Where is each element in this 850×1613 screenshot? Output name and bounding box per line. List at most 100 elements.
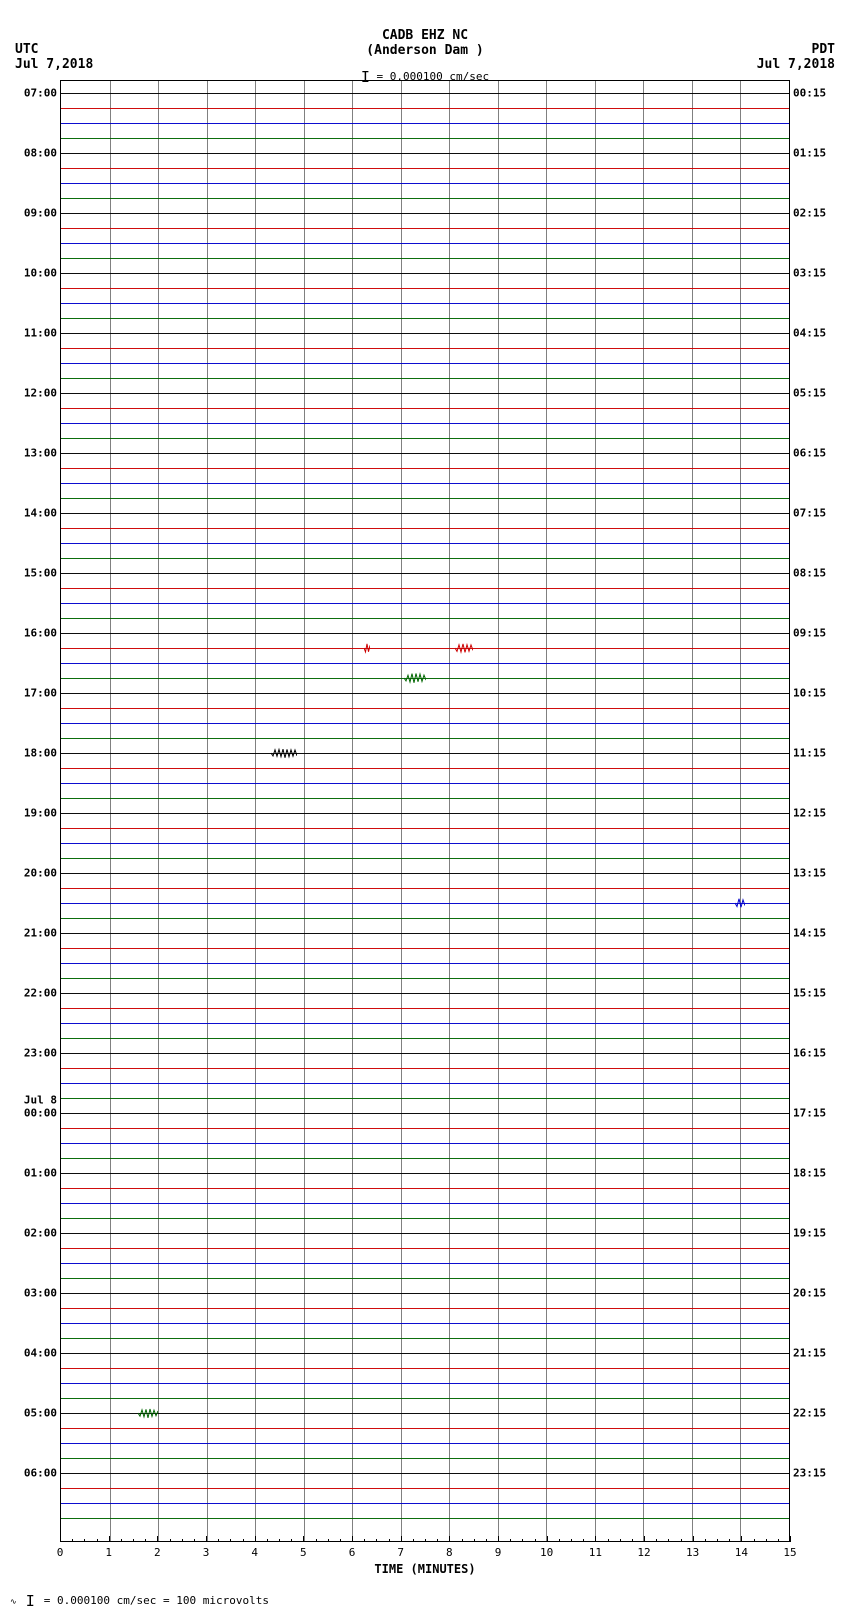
trace-row [61, 498, 789, 499]
utc-time-label: 07:00 [24, 87, 61, 100]
trace-line [61, 1383, 789, 1386]
trace-row [61, 1308, 789, 1309]
trace-row [61, 1023, 789, 1024]
trace-line [61, 1503, 789, 1506]
utc-time-label: 15:00 [24, 567, 61, 580]
trace-row [61, 228, 789, 229]
trace-line [61, 108, 789, 111]
xtick-minor [620, 1539, 621, 1542]
trace-line [61, 888, 789, 891]
trace-line [61, 1278, 789, 1281]
xtick-minor [571, 1539, 572, 1542]
xtick-label: 3 [203, 1546, 210, 1559]
xtick-minor [474, 1539, 475, 1542]
xtick-minor [583, 1539, 584, 1542]
trace-row [61, 1503, 789, 1504]
pdt-time-label: 04:15 [789, 327, 826, 340]
trace-line [61, 183, 789, 186]
xtick-minor [340, 1539, 341, 1542]
trace-row [61, 738, 789, 739]
trace-line [61, 348, 789, 351]
trace-line [61, 153, 789, 156]
trace-line [61, 168, 789, 171]
gridline-v [498, 81, 499, 1541]
trace-line [61, 1488, 789, 1491]
date-left-label: Jul 7,2018 [15, 57, 93, 72]
trace-line [61, 918, 789, 921]
xtick-minor [705, 1539, 706, 1542]
plot-area: 07:0000:1508:0001:1509:0002:1510:0003:15… [60, 80, 790, 1542]
utc-time-label: 21:00 [24, 927, 61, 940]
utc-time-label: Jul 800:00 [24, 1094, 61, 1120]
xtick-label: 2 [154, 1546, 161, 1559]
gridline-v [255, 81, 256, 1541]
xtick-minor [717, 1539, 718, 1542]
trace-row [61, 558, 789, 559]
trace-line [61, 213, 789, 216]
trace-row [61, 1203, 789, 1204]
trace-row [61, 303, 789, 304]
trace-line [61, 1368, 789, 1371]
trace-line [61, 333, 789, 336]
trace-line [61, 138, 789, 141]
station-line1: CADB EHZ NC [382, 28, 468, 43]
trace-line [61, 963, 789, 966]
trace-row: 03:0020:15 [61, 1293, 789, 1294]
xtick-minor [316, 1539, 317, 1542]
trace-row [61, 1338, 789, 1339]
trace-row [61, 1068, 789, 1069]
pdt-time-label: 10:15 [789, 687, 826, 700]
xtick-label: 6 [349, 1546, 356, 1559]
trace-row [61, 123, 789, 124]
trace-line [61, 318, 789, 321]
trace-line [61, 453, 789, 456]
trace-line [61, 903, 789, 906]
trace-line [61, 558, 789, 561]
xtick-minor [559, 1539, 560, 1542]
gridline-v [692, 81, 693, 1541]
trace-row [61, 798, 789, 799]
utc-time-label: 02:00 [24, 1227, 61, 1240]
trace-line [61, 1218, 789, 1221]
trace-line [61, 378, 789, 381]
date-right-label: Jul 7,2018 [757, 57, 835, 72]
trace-row [61, 618, 789, 619]
trace-row [61, 438, 789, 439]
gridline-v [401, 81, 402, 1541]
gridline-v [643, 81, 644, 1541]
xtick-label: 4 [251, 1546, 258, 1559]
trace-line [61, 783, 789, 786]
xtick-minor [437, 1539, 438, 1542]
trace-line [61, 633, 789, 636]
trace-row [61, 1158, 789, 1159]
trace-line [61, 423, 789, 426]
trace-line [61, 228, 789, 231]
trace-line [61, 1173, 789, 1176]
trace-row: 06:0023:15 [61, 1473, 789, 1474]
trace-line [61, 363, 789, 366]
trace-line [61, 1248, 789, 1251]
pdt-time-label: 07:15 [789, 507, 826, 520]
trace-line [61, 1158, 789, 1161]
trace-line [61, 1113, 789, 1116]
trace-row [61, 1458, 789, 1459]
trace-line [61, 1353, 789, 1356]
trace-line [61, 708, 789, 711]
xtick-mark [157, 1536, 158, 1542]
tz-right-label: PDT [812, 42, 835, 57]
pdt-time-label: 18:15 [789, 1167, 826, 1180]
gridline-v [158, 81, 159, 1541]
trace-row [61, 1188, 789, 1189]
trace-row [61, 1128, 789, 1129]
seismic-event-spike [271, 747, 297, 759]
utc-time-label: 20:00 [24, 867, 61, 880]
trace-row [61, 708, 789, 709]
utc-time-label: 03:00 [24, 1287, 61, 1300]
trace-line [61, 273, 789, 276]
trace-line [61, 1098, 789, 1101]
trace-row [61, 378, 789, 379]
trace-line [61, 1443, 789, 1446]
xtick-minor [121, 1539, 122, 1542]
trace-line [61, 1053, 789, 1056]
trace-row [61, 588, 789, 589]
